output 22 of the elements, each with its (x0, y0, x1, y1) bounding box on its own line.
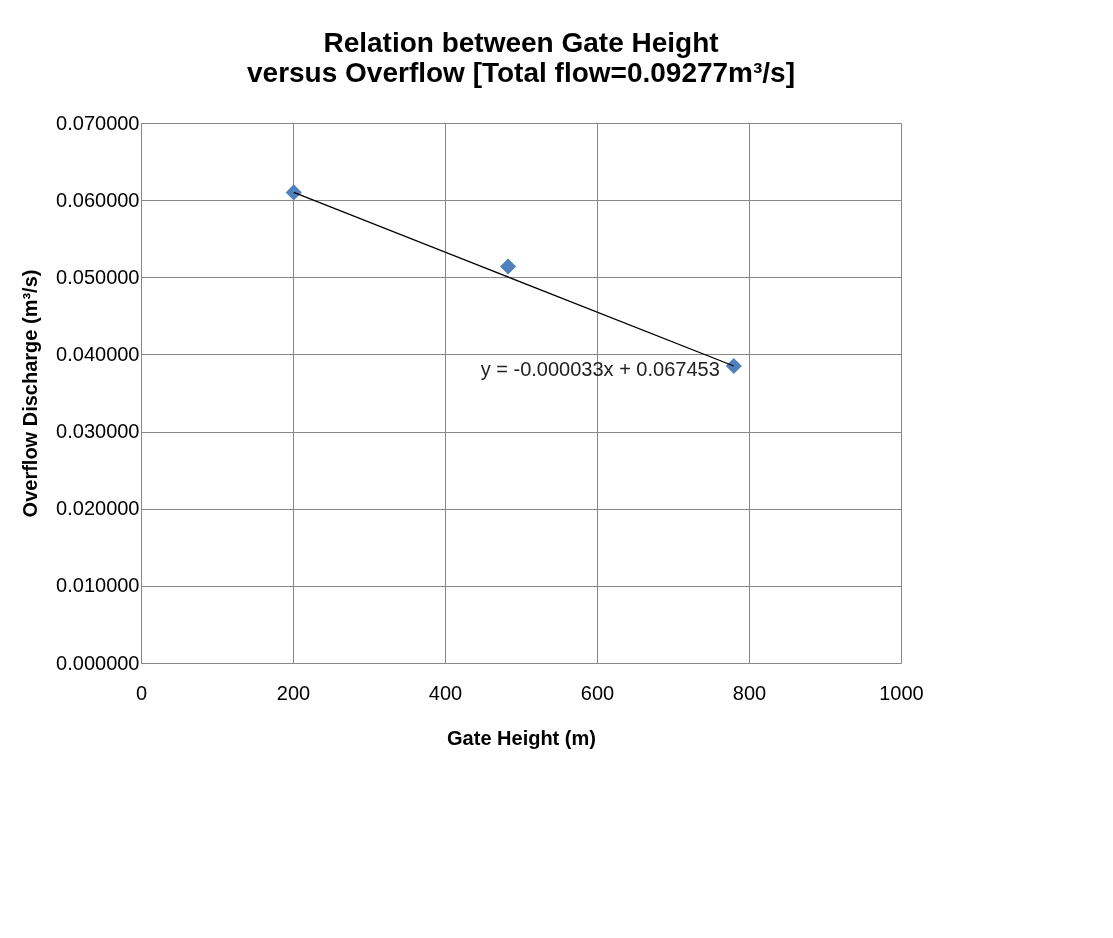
text: Relation between Gate Height (323, 27, 719, 58)
point (725, 357, 742, 375)
text: versus Overflow [Total flow=0.09277m³/s] (246, 57, 796, 88)
x-axis-title: Gate Height (m) (447, 726, 596, 749)
x-tick-label: 600 (580, 681, 615, 704)
y-tick-label: 0.040000 (56, 342, 140, 365)
y-tick-label: 0.060000 (56, 188, 140, 211)
x-tick-label: 800 (732, 681, 767, 704)
y-tick-label: 0.030000 (56, 420, 140, 443)
point (500, 258, 517, 275)
y-axis-title: Overflow Discharge (m³/s) (19, 269, 42, 518)
point (285, 184, 302, 201)
x-tick-label: 400 (428, 681, 463, 704)
annotation: y = -0.000033x + 0.067453 (480, 358, 720, 380)
y-tick-label: 0.010000 (56, 574, 140, 597)
y-tick-label: 0.000000 (56, 651, 140, 674)
y-tick-label: 0.020000 (56, 497, 140, 520)
x-tick-label: 1000 (879, 681, 924, 704)
x-tick-label: 0 (135, 681, 148, 704)
x-tick-label: 200 (276, 681, 311, 704)
y-tick-label: 0.070000 (56, 111, 140, 134)
y-tick-label: 0.050000 (56, 265, 140, 288)
